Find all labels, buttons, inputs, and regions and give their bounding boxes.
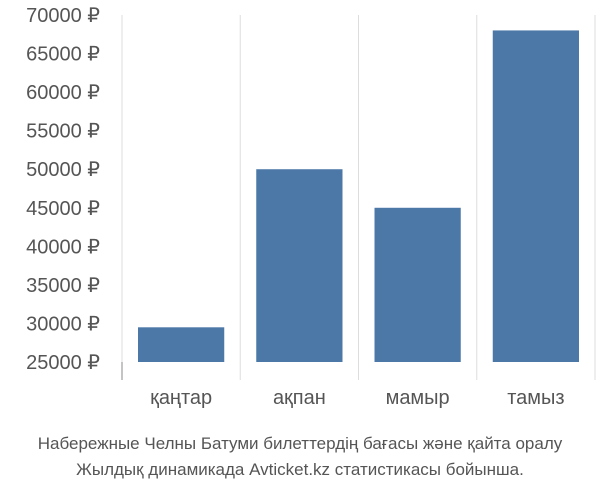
caption-line-2: Жылдық динамикада Avticket.kz статистика… bbox=[76, 460, 524, 479]
y-tick-label: 30000 ₽ bbox=[26, 313, 100, 335]
y-tick-label: 55000 ₽ bbox=[26, 121, 100, 143]
bar-chart: 25000 ₽ 30000 ₽ 35000 ₽ 40000 ₽ 45000 ₽ 50000… bbox=[26, 5, 596, 409]
x-tick-label: ақпан bbox=[273, 387, 326, 409]
y-tick-label: 65000 ₽ bbox=[26, 44, 100, 66]
y-tick-label: 25000 ₽ bbox=[26, 352, 100, 374]
y-tick-label: 40000 ₽ bbox=[26, 236, 100, 258]
y-tick-label: 60000 ₽ bbox=[26, 82, 100, 104]
y-tick-label: 45000 ₽ bbox=[26, 198, 100, 220]
caption-line-1: Набережные Челны Батуми билеттердің баға… bbox=[37, 434, 563, 453]
x-tick-label: мамыр bbox=[386, 387, 450, 409]
grid-lines bbox=[121, 15, 596, 380]
bar bbox=[138, 327, 225, 362]
x-tick-label: тамыз bbox=[507, 387, 564, 409]
x-tick-label: қаңтар bbox=[150, 387, 212, 409]
bar bbox=[256, 169, 343, 362]
x-axis-tick-labels: қаңтар ақпан мамыр тамыз bbox=[150, 387, 564, 409]
y-tick-label: 35000 ₽ bbox=[26, 275, 100, 297]
bar bbox=[374, 207, 461, 362]
y-axis-tick-labels: 25000 ₽ 30000 ₽ 35000 ₽ 40000 ₽ 45000 ₽ 50000… bbox=[26, 5, 100, 374]
y-tick-label: 70000 ₽ bbox=[26, 5, 100, 27]
chart: 25000 ₽ 30000 ₽ 35000 ₽ 40000 ₽ 45000 ₽ 50000… bbox=[26, 5, 596, 409]
bar bbox=[492, 30, 579, 363]
bars bbox=[138, 30, 579, 363]
y-tick-label: 50000 ₽ bbox=[26, 159, 100, 181]
